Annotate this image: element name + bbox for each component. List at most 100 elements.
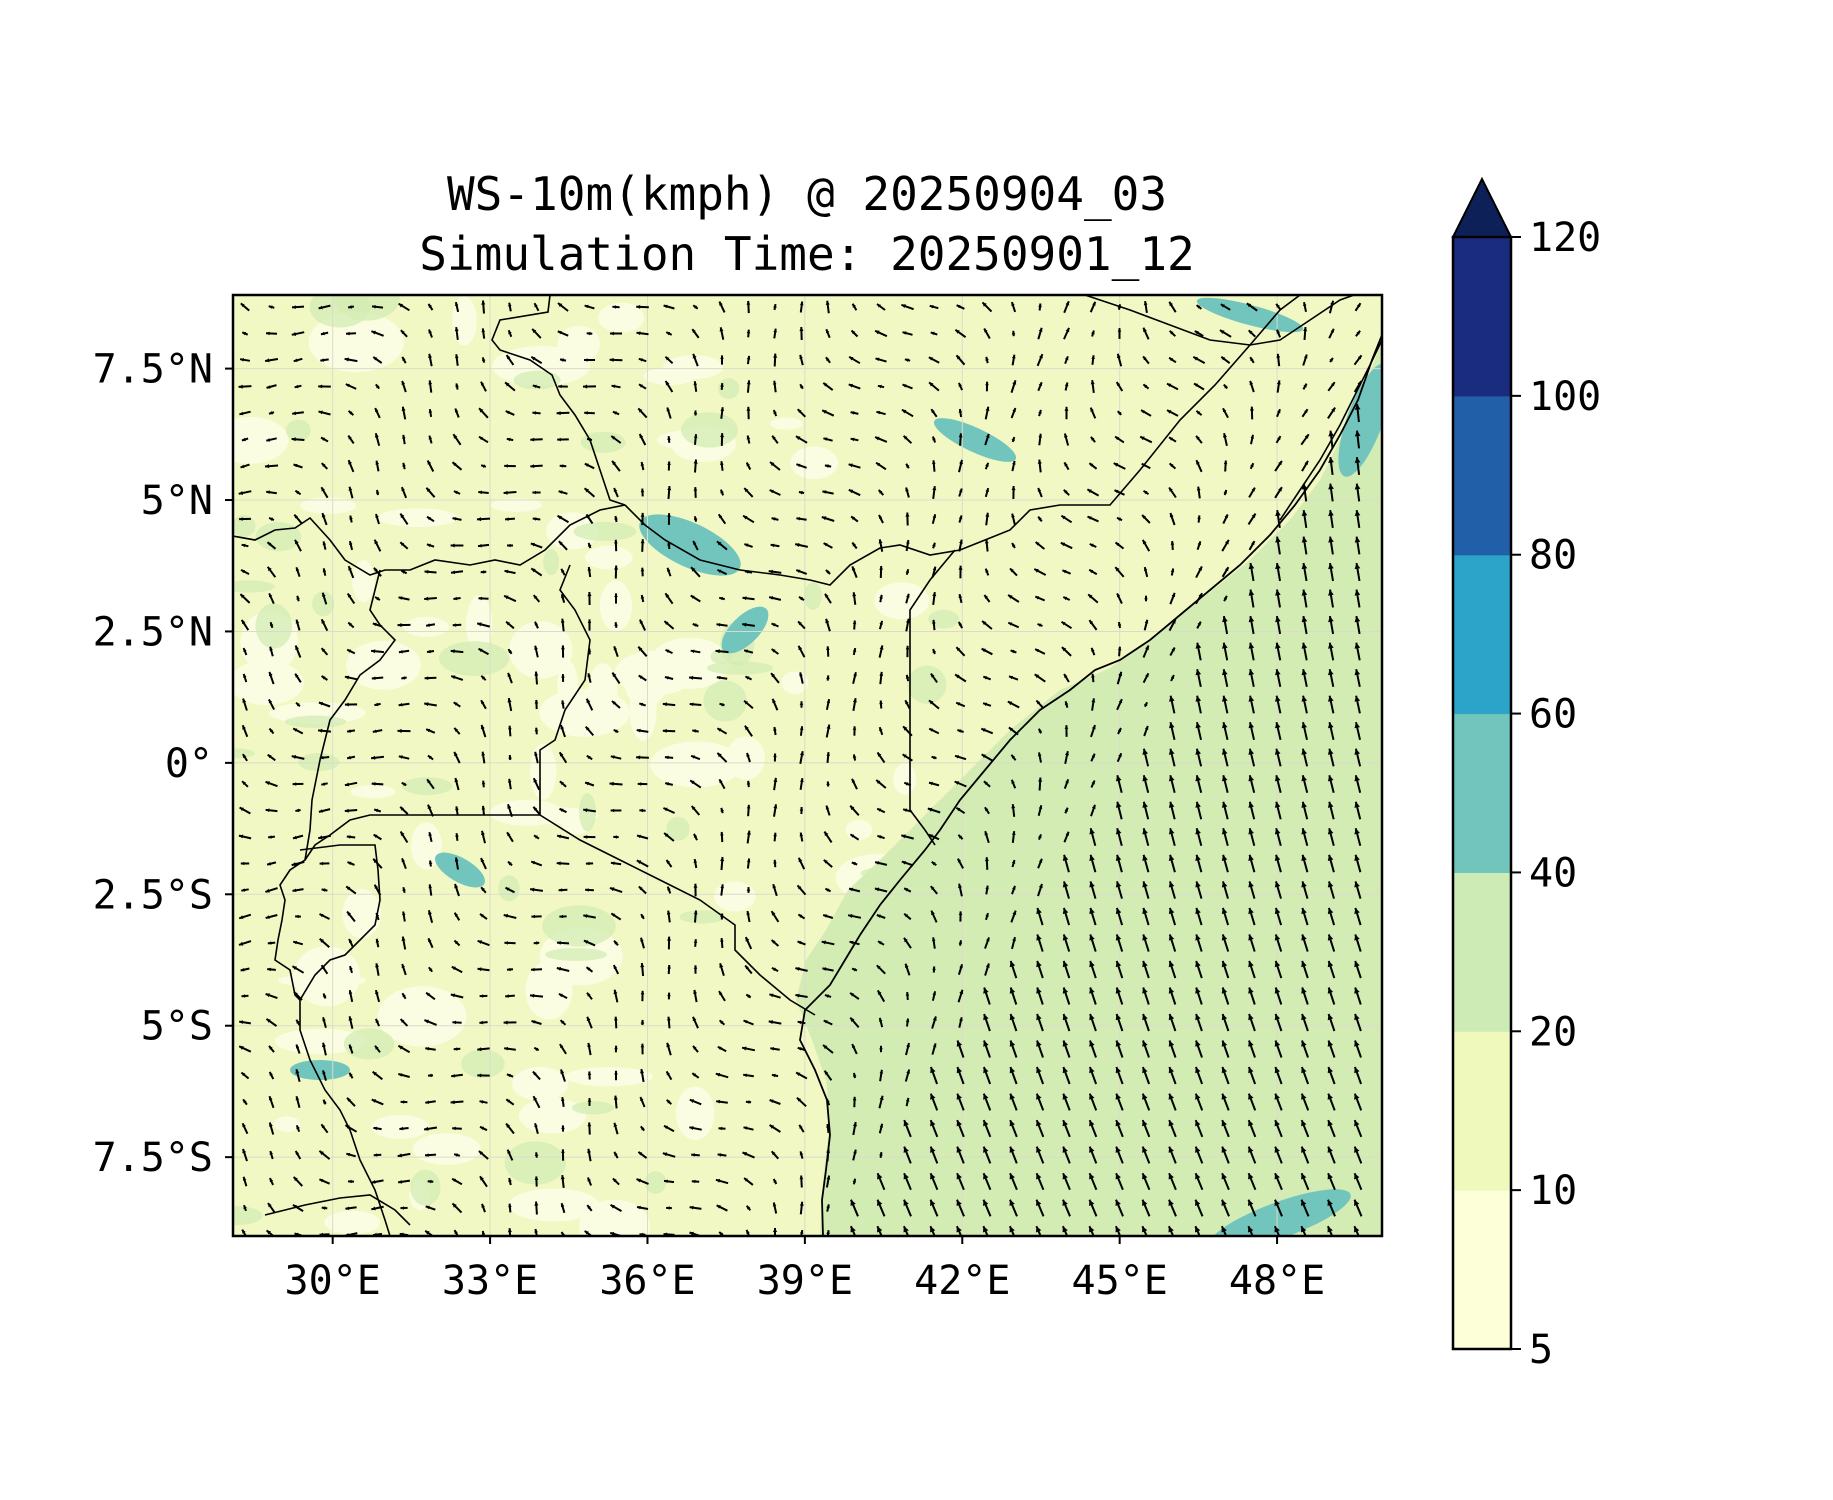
wind-arrow <box>348 1072 354 1079</box>
colorbar-label: 10 <box>1529 1168 1577 1214</box>
wind-arrow <box>506 1073 514 1078</box>
wind-arrow <box>318 304 331 310</box>
wind-arrow <box>929 1119 939 1138</box>
wind-arrow <box>1221 1119 1230 1138</box>
wind-arrow <box>876 303 886 311</box>
wind-arrow <box>1116 752 1123 763</box>
wind-arrow <box>640 1125 645 1132</box>
wind-arrow <box>692 623 699 627</box>
wind-arrow <box>1090 753 1096 762</box>
wind-arrow <box>1091 330 1095 337</box>
wind-arrow <box>797 645 806 658</box>
wind-arrow <box>1168 1199 1177 1217</box>
wind-arrow <box>1116 592 1123 605</box>
wind-arrow <box>1328 695 1335 714</box>
wind-arrow <box>718 1231 726 1236</box>
wind-arrow <box>1301 748 1309 767</box>
wind-arrow <box>1034 648 1046 655</box>
wind-arrow <box>426 515 435 523</box>
wind-arrow <box>849 833 860 841</box>
wind-arrow <box>825 1098 831 1106</box>
wind-arrow <box>1142 854 1150 873</box>
wind-arrow <box>269 646 274 657</box>
wind-arrow <box>1248 854 1256 873</box>
wind-arrow <box>1328 456 1334 476</box>
wind-arrow <box>530 542 543 549</box>
wind-arrow <box>318 384 331 389</box>
wind-arrow <box>1166 382 1179 391</box>
wind-arrow <box>1327 854 1335 873</box>
wind-arrow <box>293 463 303 469</box>
wind-arrow <box>877 940 885 946</box>
wind-arrow <box>425 1047 436 1051</box>
wind-arrow <box>1327 381 1336 392</box>
wind-arrow <box>373 1126 382 1131</box>
wind-arrow <box>1300 1119 1310 1138</box>
wind-arrow <box>614 1070 618 1081</box>
wind-arrow <box>532 1095 541 1109</box>
wind-arrow <box>322 1070 327 1081</box>
wind-arrow <box>427 909 434 924</box>
wind-arrow <box>293 991 303 1001</box>
land-patch <box>509 621 573 679</box>
wind-arrow <box>480 699 487 710</box>
wind-arrow <box>984 406 990 420</box>
wind-arrow <box>798 490 805 495</box>
wind-arrow <box>1090 804 1096 817</box>
wind-arrow <box>773 328 777 339</box>
wind-arrow <box>1115 1172 1124 1191</box>
wind-arrow <box>773 726 777 736</box>
wind-arrow <box>1115 854 1123 873</box>
wind-arrow <box>692 1016 699 1029</box>
wind-arrow <box>823 437 833 442</box>
wind-arrow <box>955 354 966 366</box>
border-line <box>304 814 540 861</box>
wind-arrow <box>294 673 302 683</box>
wind-arrow <box>425 991 436 1001</box>
wind-arrow <box>743 1126 754 1131</box>
wind-arrow <box>957 834 964 840</box>
wind-arrow <box>294 645 302 658</box>
wind-arrow <box>375 912 380 921</box>
wind-arrow <box>556 514 570 524</box>
wind-arrow <box>636 304 649 309</box>
wind-arrow <box>1219 329 1232 338</box>
wind-arrow <box>266 566 277 578</box>
wind-patch <box>933 418 1017 462</box>
wind-arrow <box>427 937 434 949</box>
wind-arrow <box>241 1229 248 1236</box>
wind-arrow <box>852 1149 857 1161</box>
wind-arrow <box>1328 721 1335 741</box>
wind-arrow <box>1143 619 1149 631</box>
wind-arrow <box>1354 801 1362 820</box>
wind-arrow <box>265 780 278 788</box>
wind-arrow <box>822 967 834 972</box>
wind-arrow <box>745 462 752 470</box>
wind-arrow <box>1010 779 1017 789</box>
wind-arrow <box>531 1020 542 1025</box>
wind-arrow <box>716 568 728 576</box>
wind-arrow <box>375 513 380 525</box>
wind-arrow <box>958 488 963 497</box>
wind-arrow <box>931 755 937 760</box>
wind-arrow <box>1249 380 1255 393</box>
wind-arrow <box>612 410 620 416</box>
wind-arrow <box>1301 854 1309 873</box>
wind-arrow <box>1169 695 1176 714</box>
wind-arrow <box>1062 569 1071 575</box>
wind-arrow <box>452 1126 462 1131</box>
wind-arrow <box>1115 1013 1124 1032</box>
wind-arrow <box>769 461 781 471</box>
wind-arrow <box>507 672 513 684</box>
wind-arrow <box>1143 701 1148 708</box>
wind-arrow <box>1354 536 1361 555</box>
wind-arrow <box>402 886 406 894</box>
wind-arrow <box>1195 960 1203 979</box>
border-line <box>299 844 391 1236</box>
wind-arrow <box>663 1179 675 1184</box>
wind-arrow <box>664 592 674 605</box>
wind-arrow <box>556 941 570 945</box>
wind-arrow <box>371 676 384 680</box>
wind-arrow <box>321 888 328 892</box>
wind-arrow <box>476 517 491 522</box>
